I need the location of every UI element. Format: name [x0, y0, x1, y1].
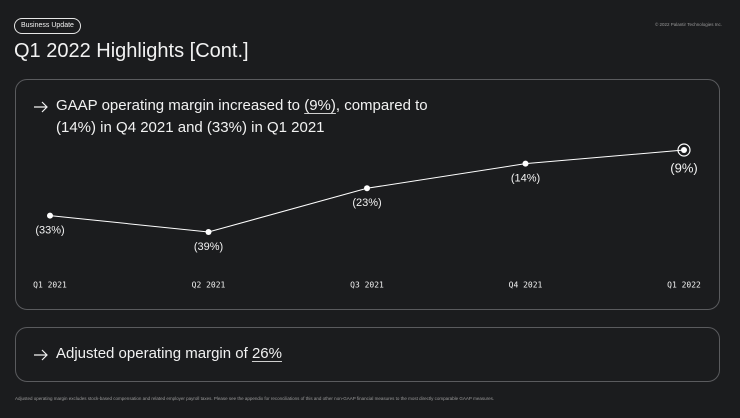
card: GAAP operating margin increased to (9%),… [15, 79, 720, 310]
x-tick-label: Q1 2022 [667, 281, 701, 290]
card-text: GAAP operating margin increased to (9%),… [56, 95, 436, 139]
card-text: Adjusted operating margin of 26% [56, 343, 282, 365]
data-label: (39%) [194, 241, 223, 253]
arrow-icon [34, 101, 48, 113]
text: Adjusted operating margin of [56, 345, 252, 362]
x-tick-label: Q4 2021 [509, 281, 543, 290]
card: Adjusted operating margin of 26% [15, 327, 720, 382]
data-label: (14%) [511, 173, 540, 185]
text: GAAP operating margin increased to [56, 97, 305, 114]
slide-title: Q1 2022 Highlights [Cont.] [14, 40, 249, 62]
point-ring [677, 143, 691, 157]
point [681, 147, 687, 153]
point [205, 229, 212, 235]
badge: Business Update [14, 18, 81, 34]
data-label: (33%) [35, 225, 64, 237]
point [522, 160, 529, 167]
x-tick-label: Q3 2021 [350, 281, 384, 290]
text: , compared to (14%) in Q4 2021 and (33%)… [56, 97, 428, 136]
footnote: Adjusted operating margin excludes stock… [15, 396, 495, 401]
data-label: (9%) [670, 160, 697, 175]
highlight: (9%) [304, 97, 336, 114]
point [47, 212, 53, 219]
copyright: © 2022 Palantir Technologies Inc. [654, 22, 722, 27]
data-label: (23%) [352, 197, 381, 209]
x-tick-label: Q1 2021 [33, 281, 67, 290]
highlight: 26% [251, 345, 282, 362]
arrow-icon [34, 349, 48, 361]
point [364, 185, 370, 192]
x-tick-label: Q2 2021 [192, 281, 226, 290]
